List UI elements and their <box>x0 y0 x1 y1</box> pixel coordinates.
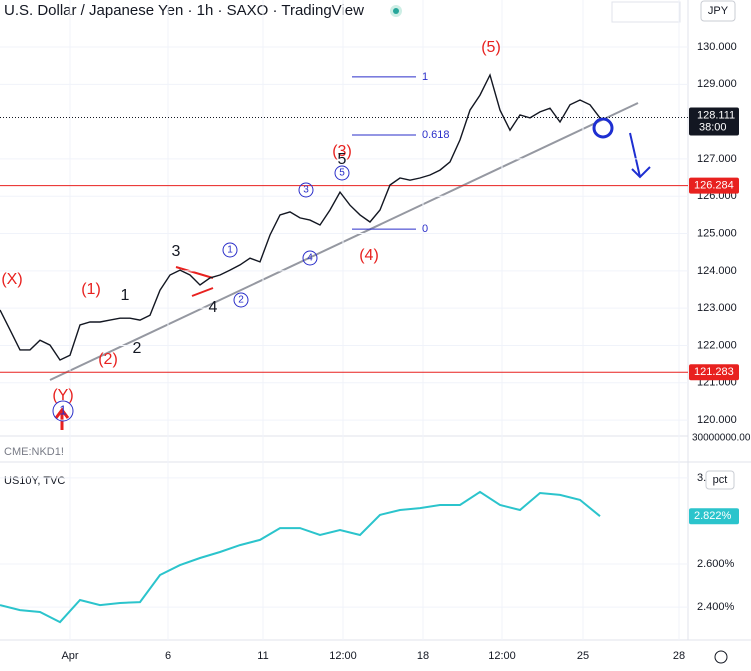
wave-label: 3 <box>172 243 181 260</box>
x-tick-label: 18 <box>417 650 429 662</box>
toolbar[interactable] <box>611 1 681 23</box>
chart-title: U.S. Dollar / Japanese Yen · 1h · SAXO ·… <box>4 2 364 19</box>
x-tick-label: 6 <box>165 650 171 662</box>
y-tick-label: 2.600% <box>697 558 735 570</box>
wave-label: 1 <box>121 287 130 304</box>
price-line <box>0 73 601 361</box>
countdown-label: 38:00 <box>699 121 727 133</box>
y-tick-label: 122.000 <box>697 339 737 351</box>
price-badge <box>689 177 739 194</box>
wave-label: 2 <box>133 340 142 357</box>
wave-circle <box>233 292 249 308</box>
unit-button[interactable] <box>705 470 735 490</box>
status-dot-inner <box>393 8 399 14</box>
currency-button[interactable] <box>700 0 736 22</box>
y-tick-label: 127.000 <box>697 153 737 165</box>
price-badge-label: 121.283 <box>694 366 734 378</box>
wave-circle <box>302 250 318 266</box>
wave-label: (2) <box>98 351 118 368</box>
wave-label: (5) <box>481 39 501 56</box>
wave-label: (1) <box>81 281 101 298</box>
indicator-label: CME:NKD1! <box>4 446 64 458</box>
y-tick-label: 124.000 <box>697 265 737 277</box>
wave-circle <box>334 165 350 181</box>
indicator-tick: 30000000.00 <box>692 433 751 444</box>
fib-label: 1 <box>422 71 428 83</box>
wave-label: (X) <box>1 271 22 288</box>
wave-label: (4) <box>359 247 379 264</box>
wave-label: 1 <box>59 402 66 417</box>
x-tick-label: Apr <box>61 650 78 662</box>
wave-label: 4 <box>209 299 218 316</box>
y-tick-label: 125.000 <box>697 227 737 239</box>
fib-label: 0 <box>422 223 428 235</box>
price-badge <box>689 508 739 525</box>
price-badge <box>689 364 739 381</box>
wave-circle <box>222 242 238 258</box>
down-arrow <box>629 132 651 179</box>
pane-title: US10Y, TVC <box>4 475 65 487</box>
price-badge-label: 128.111 <box>697 109 735 121</box>
wave-circle <box>298 182 314 198</box>
wave-label: (3) <box>332 143 352 160</box>
wave-label: 4 <box>307 253 313 264</box>
price-badge <box>689 107 739 136</box>
wave-label: 5 <box>338 151 347 168</box>
y-tick-label: 2.400% <box>697 601 735 613</box>
wave-label: 3 <box>303 185 309 196</box>
price-badge-label: 2.822% <box>694 510 732 522</box>
fib-label: 0.618 <box>422 129 450 141</box>
y-tick-label: 130.000 <box>697 41 737 53</box>
unit-label: pct <box>713 474 728 486</box>
y-tick-label: 123.000 <box>697 302 737 314</box>
y-tick-label: 120.000 <box>697 414 737 426</box>
x-tick-label: 12:00 <box>488 650 516 662</box>
price-line <box>0 490 601 624</box>
settings-icon[interactable] <box>714 650 728 664</box>
y-tick-label: 129.000 <box>697 78 737 90</box>
wave-label: (Y) <box>52 387 73 404</box>
x-tick-label: 11 <box>257 650 268 662</box>
y-tick-label: 3. <box>697 472 706 484</box>
x-tick-label: 28 <box>673 650 685 662</box>
wave-label: 2 <box>238 295 244 306</box>
target-circle <box>592 117 614 139</box>
currency-label: JPY <box>708 5 729 17</box>
wave-label: 1 <box>227 245 233 256</box>
trend-line <box>49 102 639 381</box>
wave-label: 5 <box>339 168 345 179</box>
x-tick-label: 12:00 <box>329 650 357 662</box>
wave-circle <box>52 400 74 422</box>
x-tick-label: 25 <box>577 650 589 662</box>
price-badge-label: 126.284 <box>694 180 734 192</box>
triangle-lines <box>175 266 214 297</box>
